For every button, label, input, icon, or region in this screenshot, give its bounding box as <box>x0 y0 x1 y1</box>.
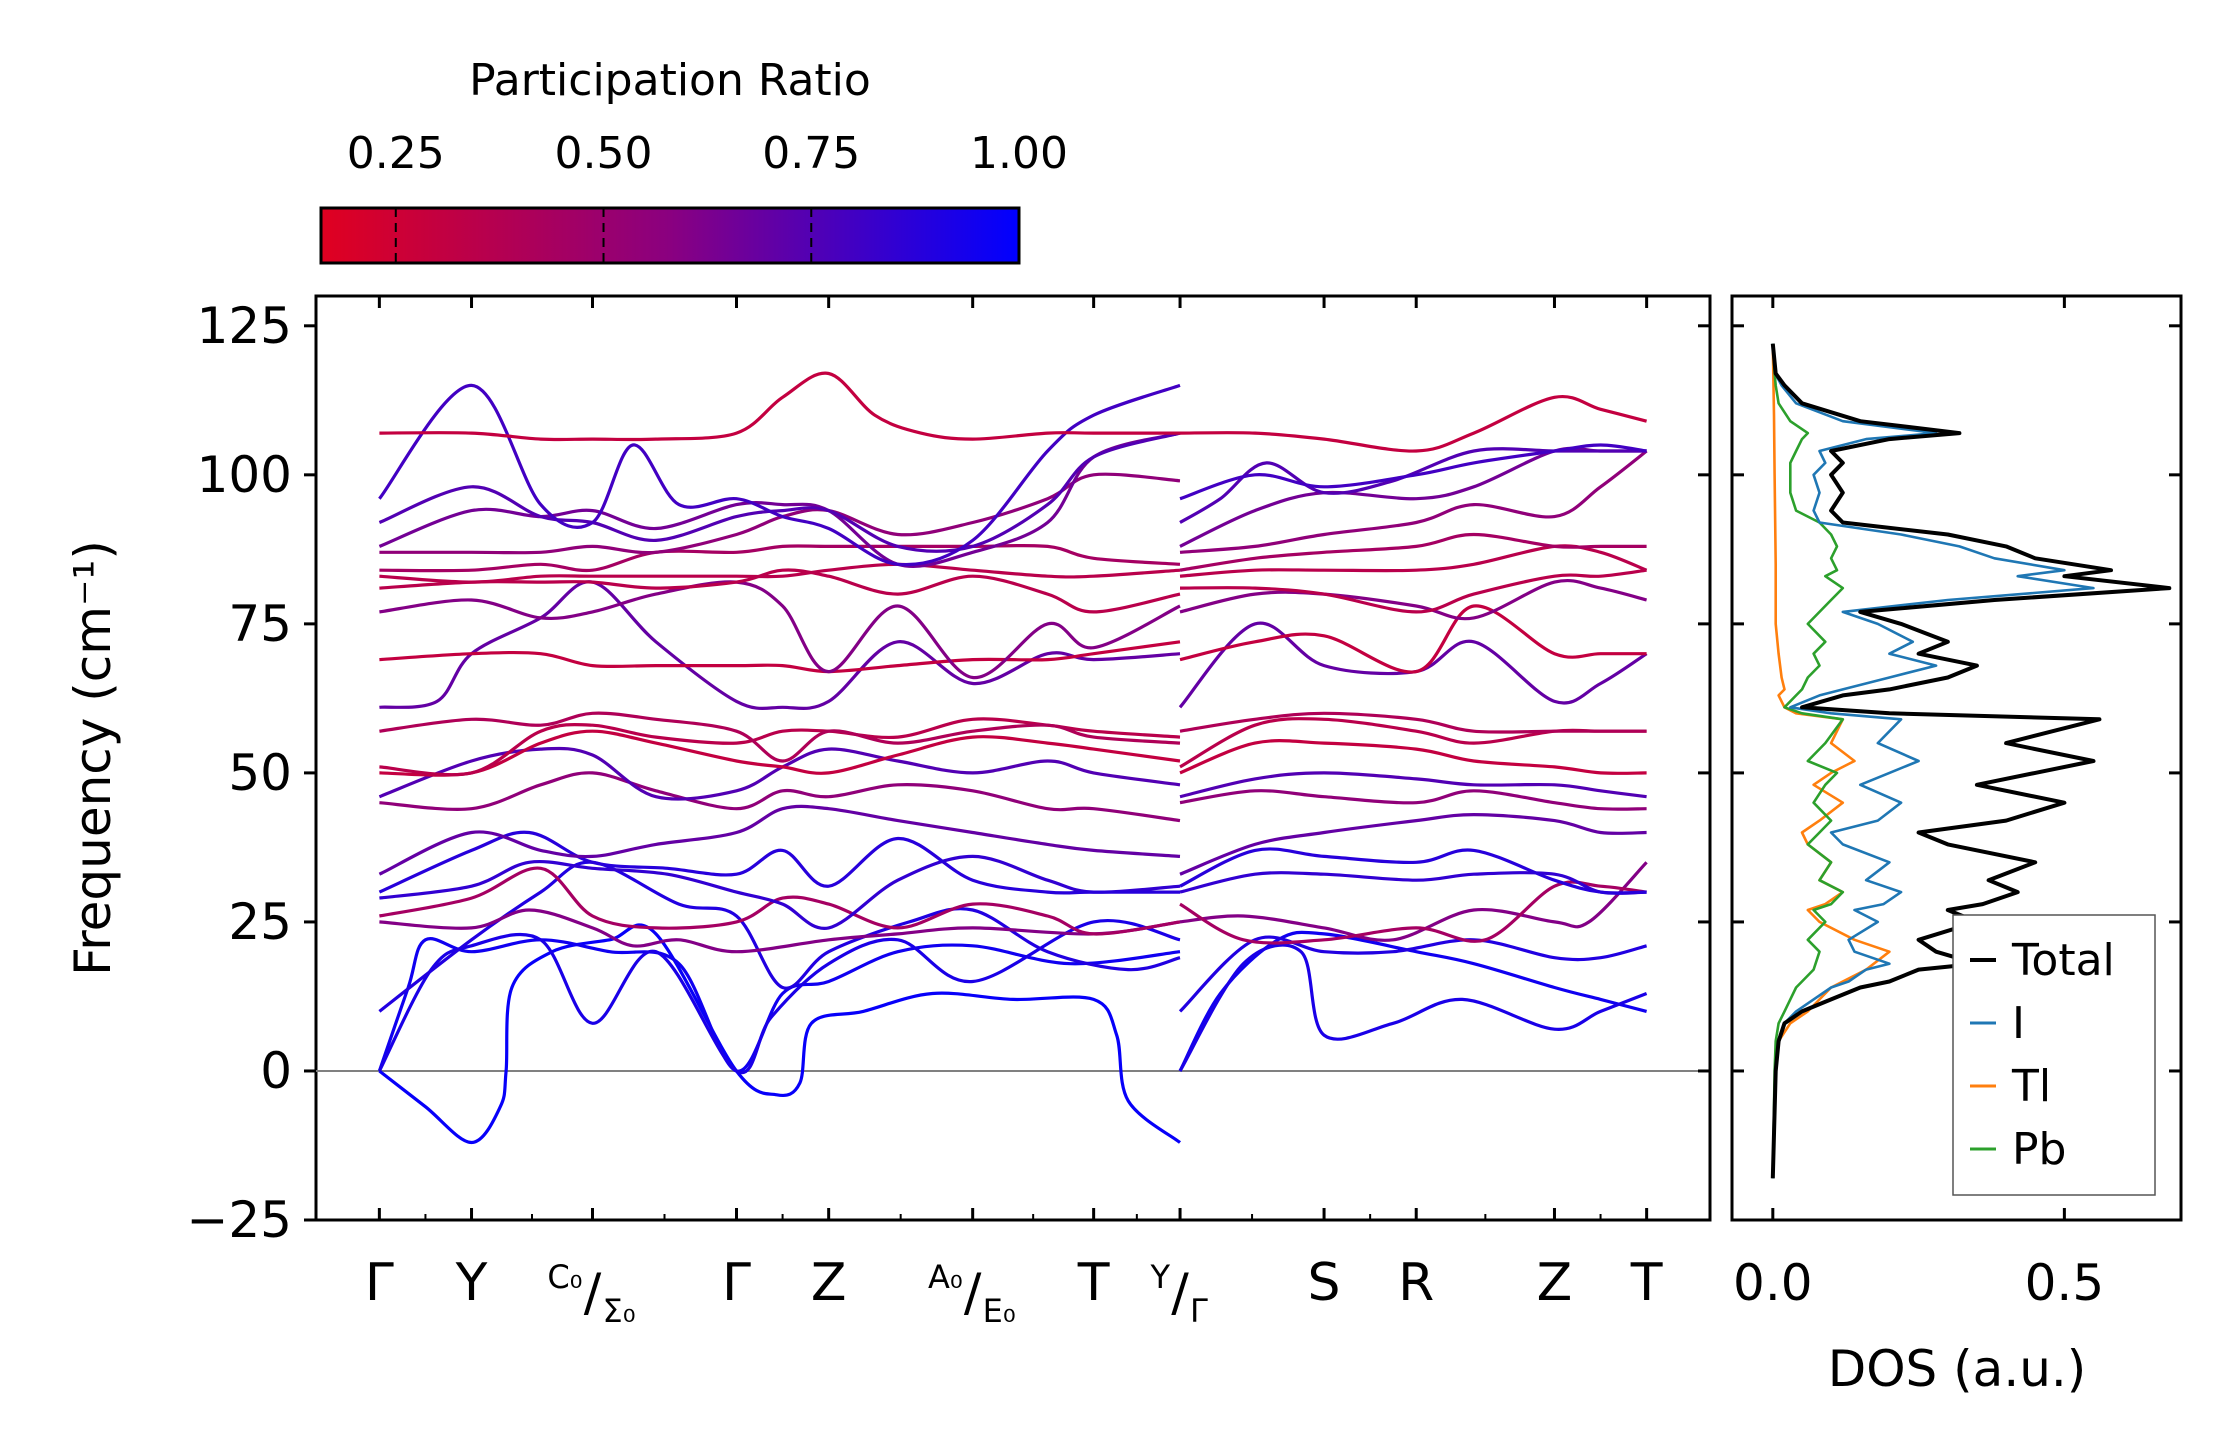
x-tick-label-sub: Σ₀ <box>602 1292 635 1330</box>
dos-line-pb <box>1771 343 1845 1179</box>
x-tick-label: / <box>1171 1263 1189 1323</box>
y-tick-label: −25 <box>186 1191 292 1249</box>
band-line-band-22 <box>1179 446 1647 548</box>
y-axis-label: Frequency (cm⁻¹) <box>64 540 122 976</box>
band-line-band-14 <box>1179 711 1647 734</box>
band-line-band-16 <box>1179 604 1647 674</box>
band-lines <box>377 371 1648 1145</box>
band-line-band-16 <box>379 640 1181 674</box>
colorbar-tick-label: 0.75 <box>762 128 860 179</box>
colorbar: Participation Ratio 0.25 0.50 0.75 1.00 <box>319 55 1068 265</box>
dos-x-axis-label: DOS (a.u.) <box>1828 1340 2087 1398</box>
y-tick-label: 25 <box>228 893 292 951</box>
band-line-band-21 <box>379 472 1181 555</box>
x-tick-label: / <box>584 1263 602 1323</box>
x-tick-label-top: A₀ <box>928 1258 963 1296</box>
dos-legend: Total I Tl Pb <box>1952 914 2156 1196</box>
band-line-band-15 <box>379 580 1181 711</box>
x-tick-label: T <box>1630 1253 1663 1313</box>
band-line-band-19 <box>1179 544 1648 578</box>
dos-panel: 0.0 0.5 DOS (a.u.) Total I Tl Pb <box>1730 294 2183 1398</box>
band-line-band-1 <box>378 923 1182 1145</box>
band-line-band-17 <box>1179 578 1648 621</box>
x-tick-label: Z <box>1537 1253 1573 1313</box>
colorbar-tick-label: 0.25 <box>347 128 445 179</box>
dos-x-tick-label: 0.5 <box>2025 1254 2105 1312</box>
x-tick-label: / <box>964 1263 982 1323</box>
x-tick-label-top: C₀ <box>547 1258 582 1296</box>
band-line-band-23 <box>1179 447 1647 524</box>
y-tick-label: 0 <box>260 1042 292 1100</box>
x-tick-label: R <box>1398 1253 1434 1313</box>
band-line-band-2 <box>1178 930 1648 1072</box>
band-line-band-19 <box>379 562 1181 584</box>
colorbar-label: Participation Ratio <box>469 55 871 106</box>
x-tick-label: Z <box>811 1253 847 1313</box>
y-tick-label: 100 <box>197 446 292 504</box>
band-line-band-3 <box>377 919 1181 1075</box>
band-line-band-3 <box>1178 943 1648 1072</box>
x-tick-label: Γ <box>365 1253 394 1313</box>
band-line-band-14 <box>379 711 1181 763</box>
band-line-band-20 <box>379 543 1181 573</box>
band-line-band-12 <box>1179 739 1647 775</box>
colorbar-gradient <box>319 206 1021 265</box>
colorbar-ticks: 0.25 0.50 0.75 1.00 <box>347 128 1068 263</box>
band-line-band-10 <box>1179 789 1647 811</box>
band-line-band-5 <box>379 908 1181 954</box>
dos-line-i <box>1771 343 2095 1179</box>
band-line-band-11 <box>1179 771 1647 799</box>
x-tick-label-top: Y <box>1150 1258 1171 1296</box>
band-line-band-9 <box>378 804 1181 876</box>
x-tick-label-sub: Γ <box>1190 1292 1208 1330</box>
legend-label-i: I <box>2012 998 2025 1049</box>
x-tick-label-sub: E₀ <box>983 1292 1016 1330</box>
dos-plot-frame <box>1730 294 2183 1222</box>
band-line-band-8 <box>378 830 1180 895</box>
band-line-band-20 <box>1179 532 1647 572</box>
band-line-band-9 <box>1179 813 1647 876</box>
band-line-band-23 <box>378 431 1181 553</box>
dos-axes: 0.0 0.5 <box>1732 296 2181 1312</box>
band-line-band-4 <box>1178 935 1648 1013</box>
x-tick-label: S <box>1308 1253 1341 1313</box>
x-tick-label: T <box>1077 1253 1110 1313</box>
dos-x-tick-label: 0.0 <box>1733 1254 1813 1312</box>
x-tick-label: Γ <box>722 1253 751 1313</box>
colorbar-tick-label: 0.50 <box>555 128 653 179</box>
legend-label-total: Total <box>2011 935 2115 986</box>
band-line-band-12 <box>379 729 1181 777</box>
band-line-band-25 <box>1179 394 1648 453</box>
band-line-band-8 <box>1179 847 1647 895</box>
legend-label-pb: Pb <box>2012 1124 2066 1175</box>
band-line-band-6 <box>1179 880 1647 945</box>
band-line-band-2 <box>377 937 1181 1073</box>
x-tick-label: Y <box>455 1253 488 1313</box>
band-line-band-18 <box>1179 568 1647 614</box>
legend-label-tl: Tl <box>2011 1061 2051 1112</box>
band-line-band-5 <box>1179 861 1648 942</box>
band-plot-frame <box>314 294 1712 1222</box>
colorbar-tick-label: 1.00 <box>970 128 1068 179</box>
band-line-band-25 <box>379 371 1180 442</box>
band-line-band-24 <box>378 383 1181 567</box>
band-line-band-17 <box>379 580 1181 680</box>
band-line-band-24 <box>1179 443 1647 501</box>
y-tick-label: 125 <box>197 297 292 355</box>
band-line-band-15 <box>1178 621 1648 709</box>
band-line-band-4 <box>378 860 1181 1013</box>
band-line-band-21 <box>1179 449 1648 554</box>
band-line-band-7 <box>379 854 1181 930</box>
band-line-band-6 <box>379 866 1181 936</box>
band-line-band-7 <box>1179 871 1647 896</box>
y-tick-label: 50 <box>228 744 292 802</box>
band-line-band-10 <box>379 771 1181 823</box>
band-line-band-18 <box>379 568 1181 614</box>
y-tick-label: 75 <box>228 595 292 653</box>
